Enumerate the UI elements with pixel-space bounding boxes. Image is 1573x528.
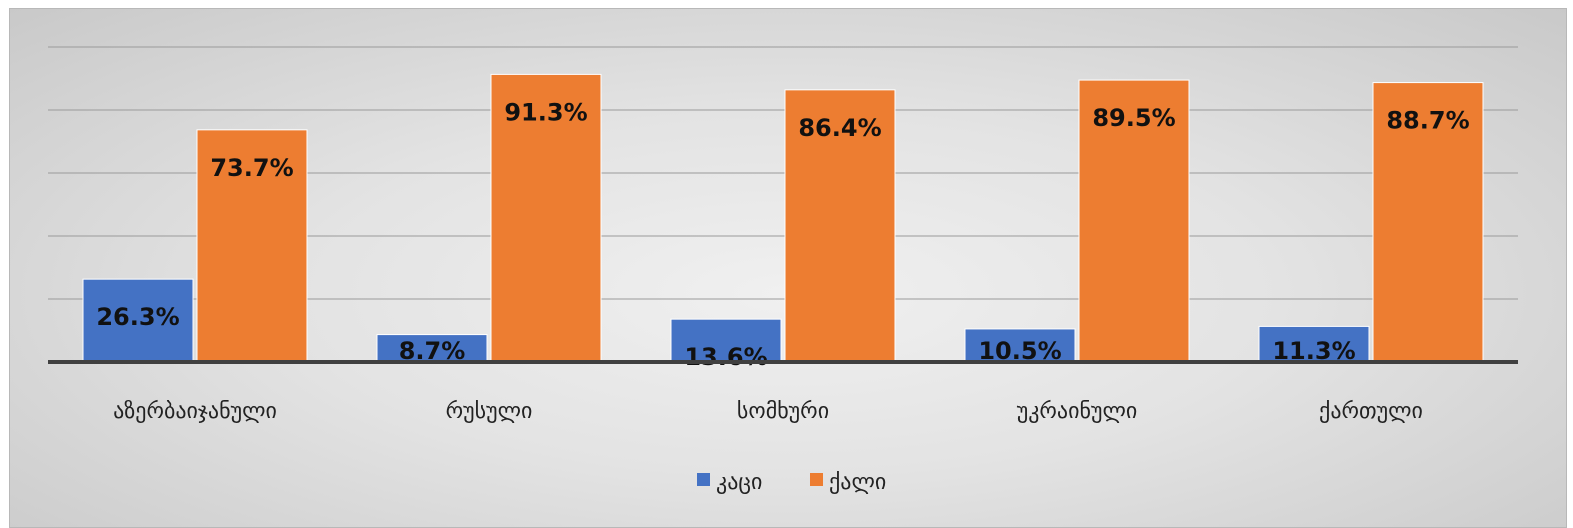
data-label-women-5: 88.7% [1386,107,1469,135]
data-label-women-2: 91.3% [504,98,587,126]
category-labels: აზერბაიჯანული რუსული სომხური უკრაინული ქართუ… [113,399,1423,424]
bar-men-2 [376,334,488,363]
legend-label-men: კაცი [716,470,762,495]
legend: კაცი ქალი [697,470,886,495]
category-label-5: ქართული [1319,399,1423,424]
legend-label-women: ქალი [829,470,886,495]
bar-women-1 [196,129,308,363]
bar-women-2 [490,73,602,363]
legend-swatch-women [810,473,823,486]
data-label-men-1: 26.3% [96,303,179,331]
bars: 26.3%73.7%8.7%91.3%13.6%86.4%10.5%89.5%1… [82,73,1484,371]
bar-men-4 [964,328,1076,363]
legend-swatch-men [697,473,710,486]
bar-women-4 [1078,79,1190,363]
data-label-men-3: 13.6% [684,343,767,371]
bar-men-5 [1258,325,1370,363]
data-label-women-1: 73.7% [210,154,293,182]
category-label-1: აზერბაიჯანული [113,399,277,424]
bar-women-3 [784,89,896,363]
bar-women-5 [1372,82,1484,363]
category-label-2: რუსული [446,399,533,424]
category-label-3: სომხური [737,399,829,424]
data-label-women-4: 89.5% [1092,104,1175,132]
bar-men-3 [670,318,782,363]
category-label-4: უკრაინული [1017,399,1138,424]
data-label-women-3: 86.4% [798,114,881,142]
